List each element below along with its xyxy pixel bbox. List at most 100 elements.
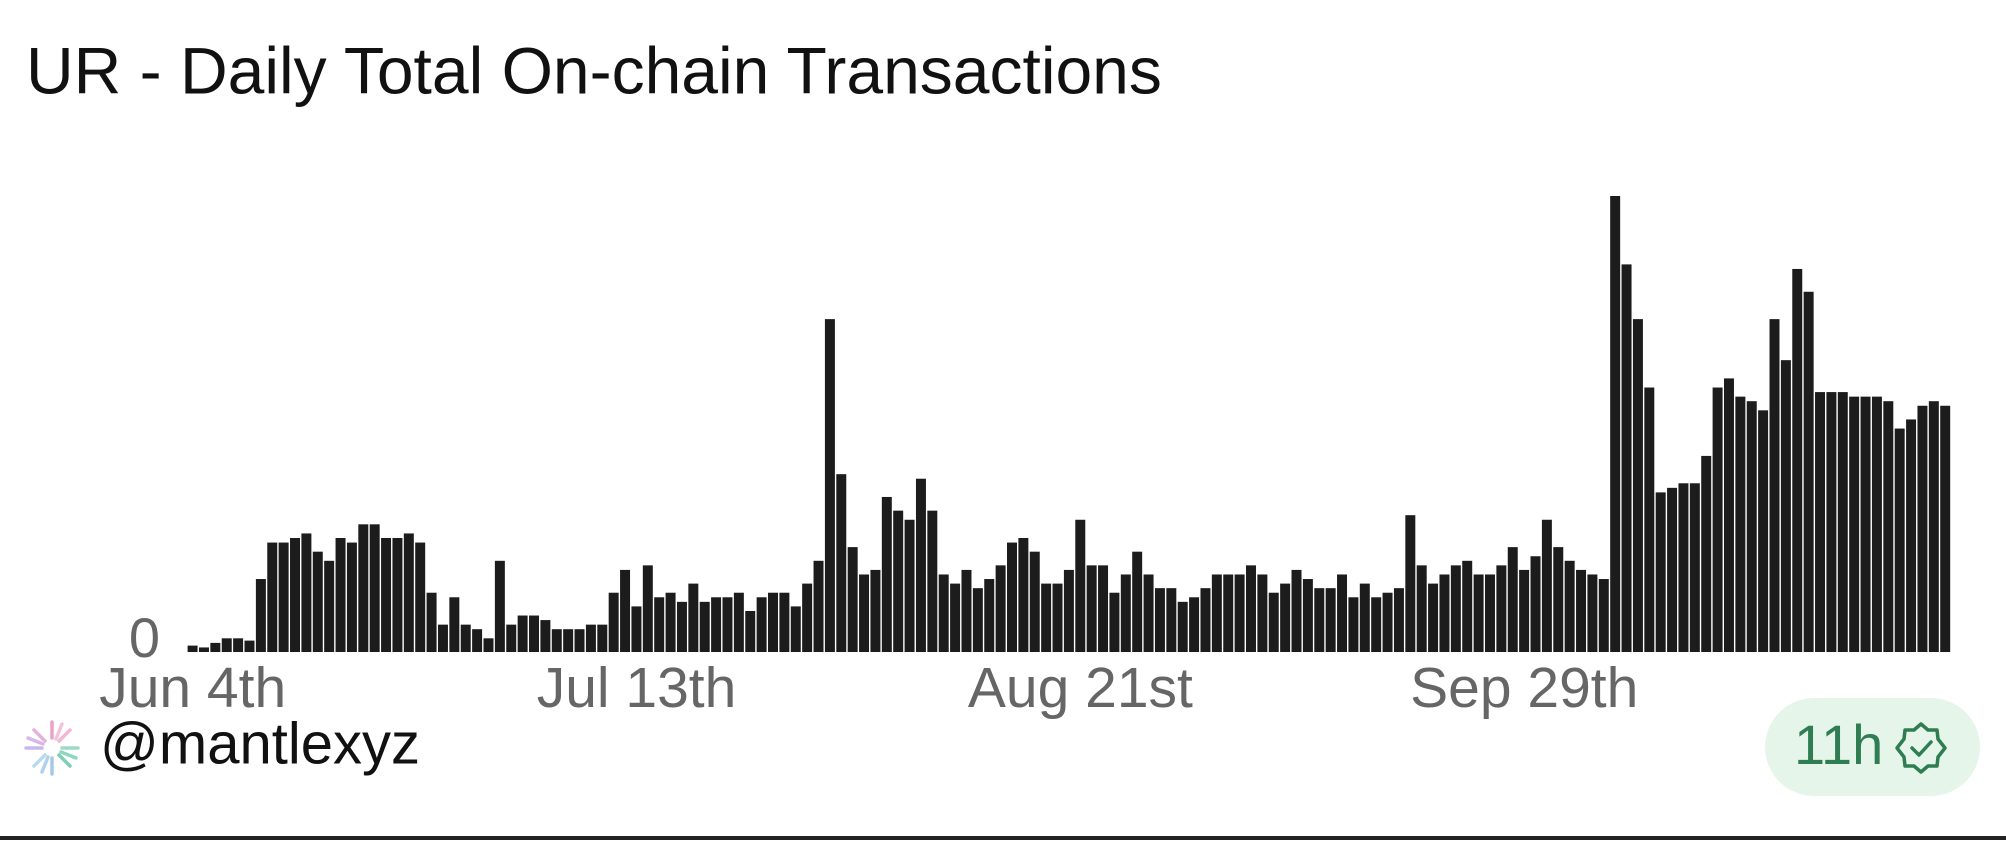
- bar: [1416, 565, 1427, 652]
- freshness-badge[interactable]: 11h: [1765, 698, 1980, 796]
- bar: [1393, 588, 1404, 652]
- bar: [1712, 387, 1723, 652]
- bar: [1337, 574, 1348, 652]
- bar: [335, 538, 346, 652]
- bar: [1678, 483, 1689, 652]
- bar: [267, 542, 278, 652]
- bar: [1701, 455, 1712, 652]
- bar: [1689, 483, 1700, 652]
- bar: [1268, 592, 1279, 652]
- bar: [1052, 583, 1063, 652]
- bar: [824, 319, 835, 652]
- bar: [847, 547, 858, 652]
- bar: [1257, 574, 1268, 652]
- bar: [1405, 515, 1416, 652]
- bar: [733, 592, 744, 652]
- bar: [1348, 597, 1359, 652]
- bar: [950, 583, 961, 652]
- bar: [665, 592, 676, 652]
- bar: [859, 574, 870, 652]
- badge-background: [1765, 698, 1980, 796]
- x-tick-label: Aug 21st: [968, 656, 1193, 720]
- bar: [870, 569, 881, 652]
- bar: [1860, 396, 1871, 652]
- x-tick-label: Jun 4th: [99, 656, 286, 720]
- bar: [676, 601, 687, 652]
- bar: [1792, 268, 1803, 652]
- bar: [1530, 556, 1541, 652]
- bar: [1598, 579, 1609, 652]
- bar: [1325, 588, 1336, 652]
- bar: [836, 474, 847, 652]
- bar: [1735, 396, 1746, 652]
- bar: [1098, 565, 1109, 652]
- bar: [1746, 401, 1757, 652]
- bar: [437, 624, 448, 652]
- bar: [722, 597, 733, 652]
- bar: [1723, 378, 1734, 652]
- bar: [813, 560, 824, 652]
- bar: [904, 519, 915, 652]
- bar: [915, 478, 926, 652]
- bar: [346, 542, 357, 652]
- bar: [1200, 588, 1211, 652]
- bar: [426, 592, 437, 652]
- bar: [1166, 588, 1177, 652]
- bar: [1177, 601, 1188, 652]
- bar: [779, 592, 790, 652]
- bar: [620, 569, 631, 652]
- bar: [1906, 419, 1917, 652]
- bar: [1610, 196, 1621, 652]
- x-tick-label: Jul 13th: [537, 656, 737, 720]
- bar: [984, 579, 995, 652]
- bar: [1644, 387, 1655, 652]
- bar: [1223, 574, 1234, 652]
- bar: [415, 542, 426, 652]
- bar: [711, 597, 722, 652]
- bar: [392, 538, 403, 652]
- bar: [1371, 597, 1382, 652]
- bar: [233, 638, 244, 652]
- bar: [244, 640, 255, 652]
- bar: [1837, 392, 1848, 652]
- bar: [1473, 574, 1484, 652]
- bar: [1871, 396, 1882, 652]
- bar: [768, 592, 778, 652]
- bar: [961, 569, 972, 652]
- bar: [1439, 574, 1450, 652]
- bar: [483, 638, 494, 652]
- bar: [1359, 583, 1370, 652]
- bar: [1143, 574, 1154, 652]
- brand-icon: [24, 720, 80, 776]
- bar: [1826, 392, 1837, 652]
- bar: [1564, 560, 1575, 652]
- account-handle[interactable]: @mantlexyz: [100, 711, 420, 776]
- bar: [1917, 405, 1928, 652]
- bar: [745, 610, 756, 652]
- bar: [1484, 574, 1495, 652]
- bar: [1450, 565, 1461, 652]
- bar: [1849, 396, 1860, 652]
- bar: [1667, 487, 1678, 652]
- bar: [790, 606, 801, 652]
- bar: [1780, 360, 1791, 652]
- bar: [995, 565, 1006, 652]
- bar: [1553, 547, 1564, 652]
- bar: [210, 642, 221, 652]
- bar: [1086, 565, 1097, 652]
- bar: [1541, 519, 1552, 652]
- bottom-edge: [0, 836, 2006, 840]
- bar: [1314, 588, 1325, 652]
- bar: [449, 597, 460, 652]
- bar: [631, 606, 642, 652]
- verified-icon: [1895, 722, 1947, 774]
- bar: [1007, 542, 1017, 652]
- bar: [1120, 574, 1131, 652]
- bar: [1632, 319, 1643, 652]
- x-tick-label: Sep 29th: [1410, 656, 1638, 720]
- bar: [1302, 579, 1313, 652]
- bar: [551, 629, 562, 652]
- bar: [1280, 583, 1291, 652]
- bar: [381, 538, 392, 652]
